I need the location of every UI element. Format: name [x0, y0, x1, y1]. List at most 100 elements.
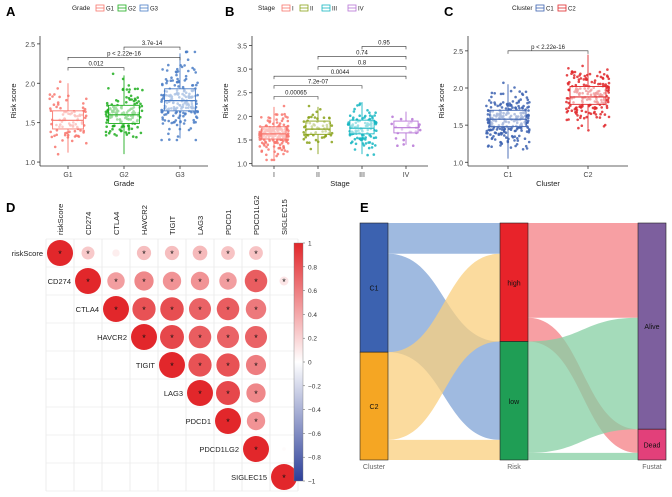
data-point: [521, 106, 524, 109]
data-point: [585, 115, 588, 119]
data-point: [527, 140, 531, 144]
data-point: [310, 115, 313, 119]
data-point: [498, 103, 502, 107]
data-point: [573, 70, 577, 74]
data-point: [161, 116, 164, 119]
data-point: [348, 114, 352, 117]
data-point: [519, 126, 523, 130]
data-point: [50, 135, 54, 139]
colorbar-label: −1: [308, 479, 316, 486]
data-point: [307, 116, 310, 119]
data-point: [580, 124, 584, 127]
data-point: [607, 91, 610, 94]
data-point: [282, 152, 285, 156]
data-point: [391, 115, 394, 119]
y-axis-label: Risk score: [9, 83, 18, 118]
data-point: [358, 102, 362, 105]
data-point: [363, 116, 366, 119]
data-point: [599, 112, 602, 116]
legend-label: C2: [568, 7, 576, 13]
significance-star: *: [170, 277, 174, 287]
column-label: LAG3: [196, 216, 205, 235]
pvalue-bracket: [67, 67, 125, 71]
data-point: [567, 67, 570, 70]
data-point: [567, 82, 570, 86]
row-label: LAG3: [164, 389, 183, 398]
data-point: [49, 107, 52, 110]
data-point: [518, 90, 521, 93]
data-point: [160, 100, 163, 103]
data-point: [348, 133, 352, 137]
data-point: [314, 138, 318, 142]
significance-star: *: [226, 389, 230, 399]
data-point: [513, 129, 517, 133]
data-point: [583, 74, 587, 78]
data-point: [368, 133, 372, 137]
y-axis-label: Risk score: [221, 83, 230, 118]
data-point: [161, 122, 165, 125]
data-point: [353, 148, 357, 151]
pvalue-label: p < 2.22e-16: [107, 51, 142, 57]
significance-star: *: [282, 473, 286, 483]
pvalue-bracket: [507, 50, 589, 54]
y-axis-label: Risk score: [437, 83, 446, 118]
significance-star: *: [226, 249, 230, 259]
column-label: SIGLEC15: [280, 199, 289, 235]
data-point: [191, 84, 195, 87]
panel-label-a: A: [6, 4, 16, 19]
data-point: [128, 88, 131, 91]
data-point: [136, 87, 139, 91]
significance-star: *: [226, 417, 230, 427]
data-point: [58, 80, 62, 83]
correlation-cell: [243, 436, 269, 462]
significance-star: *: [254, 361, 258, 371]
data-point: [194, 71, 197, 74]
data-point: [418, 123, 421, 126]
data-point: [193, 112, 197, 115]
data-point: [133, 102, 136, 106]
data-point: [515, 101, 519, 105]
data-point: [362, 144, 366, 147]
row-label: CD274: [48, 277, 71, 286]
data-point: [303, 133, 306, 137]
data-point: [527, 109, 530, 112]
data-point: [173, 84, 177, 87]
data-point: [309, 147, 313, 151]
colorbar-label: 0.2: [308, 336, 317, 343]
data-point: [489, 128, 492, 131]
data-point: [65, 98, 68, 102]
data-point: [579, 114, 583, 118]
data-point: [175, 73, 178, 77]
data-point: [351, 140, 354, 143]
correlation-cell: [271, 464, 297, 490]
data-point: [172, 114, 175, 118]
data-point: [494, 131, 498, 135]
data-point: [129, 94, 133, 98]
data-point: [127, 131, 131, 135]
axis-label: Fustat: [642, 464, 662, 471]
significance-star: *: [198, 249, 202, 259]
data-point: [130, 127, 134, 131]
data-point: [196, 81, 199, 85]
flow-low-Alive: [528, 317, 638, 453]
legend-label: I: [292, 7, 294, 13]
data-point: [84, 116, 87, 120]
data-point: [176, 77, 179, 81]
data-point: [501, 92, 505, 96]
data-point: [606, 100, 610, 104]
data-point: [191, 66, 194, 70]
significance-star: *: [254, 249, 258, 259]
colorbar-label: −0.8: [308, 455, 321, 462]
sankey-diagram: C1 C2 Cluster high low Risk Alive Dead Fustat: [359, 222, 667, 471]
data-point: [362, 134, 365, 137]
data-point: [182, 114, 185, 118]
significance-star: *: [254, 389, 258, 399]
data-point: [120, 129, 123, 132]
data-point: [606, 68, 609, 71]
data-point: [567, 106, 571, 109]
data-point: [183, 113, 187, 116]
data-point: [491, 128, 495, 131]
row-label: TIGIT: [136, 361, 156, 370]
row-label: riskScore: [12, 249, 43, 258]
data-point: [572, 76, 576, 80]
